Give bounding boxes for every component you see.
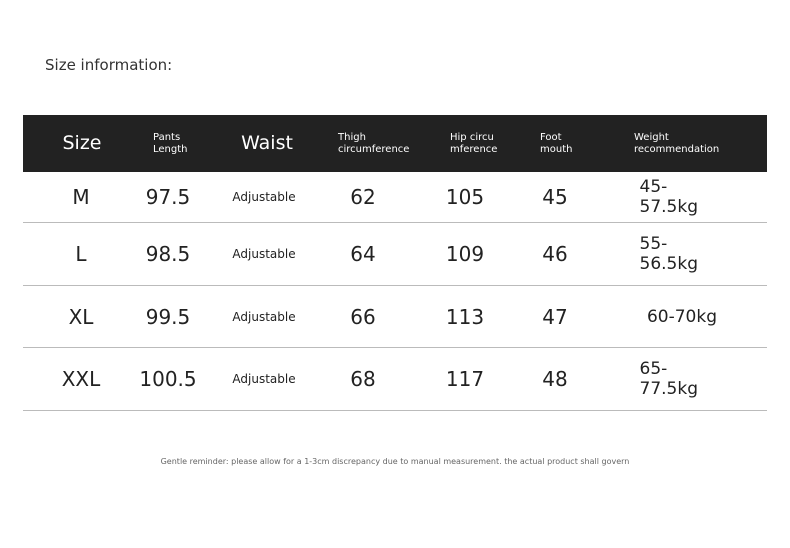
table-header: Size Pants Length Waist Thigh circumference Hi… [23, 115, 767, 172]
table-cell: Adjustable [232, 247, 296, 261]
table-cell: 66 [350, 304, 376, 329]
table-row: L 98.5 Adjustable 64 109 46 55-56.5kg [23, 223, 767, 286]
table-cell: Adjustable [232, 309, 296, 324]
table-row: M 97.5 Adjustable 62 105 45 45-57.5kg [23, 172, 767, 223]
header-cell: Thigh circumference [338, 132, 409, 156]
header-cell: Size [62, 132, 101, 154]
table-cell: 113 [445, 304, 485, 329]
header-line: Pants [153, 132, 181, 143]
table-cell: 48 [542, 367, 568, 391]
header-line: circumference [338, 144, 410, 155]
table-cell: L [75, 242, 87, 266]
table-cell: 105 [445, 185, 485, 209]
header-line: recommendation [634, 144, 720, 155]
header-line: Hip circu [450, 132, 494, 143]
table-cell: 47 [542, 304, 568, 329]
table-row: XXL 100.5 Adjustable 68 117 48 65-77.5kg [23, 348, 767, 411]
table-cell: 62 [350, 185, 376, 209]
table-cell: 68 [350, 367, 376, 391]
header-line: Foot [540, 132, 562, 143]
header-cell: Weight recommendation [634, 132, 719, 156]
table-cell: 99.5 [145, 304, 191, 329]
section-title: Size information: [45, 56, 173, 74]
table-cell: 65-77.5kg [639, 359, 699, 399]
table-cell: 46 [542, 242, 568, 266]
table-cell: 60-70kg [646, 306, 718, 327]
header-line: Thigh [338, 132, 366, 143]
header-line: mference [450, 144, 498, 155]
footnote: Gentle reminder: please allow for a 1-3c… [160, 457, 630, 466]
header-cell: Hip circu mference [450, 132, 497, 156]
table-cell: 55-56.5kg [639, 234, 699, 274]
table-cell: XL [68, 304, 94, 329]
header-cell: Foot mouth [540, 132, 572, 156]
table-cell: 100.5 [139, 367, 197, 391]
table-cell: Adjustable [232, 190, 296, 204]
header-cell: Pants Length [153, 132, 188, 156]
table-cell: Adjustable [232, 372, 296, 386]
table-cell: 117 [445, 367, 485, 391]
table-row: XL 99.5 Adjustable 66 113 47 60-70kg [23, 286, 767, 348]
table-cell: 98.5 [145, 242, 191, 266]
header-line: Length [153, 144, 188, 155]
table-cell: 97.5 [145, 185, 191, 209]
table-cell: XXL [61, 367, 101, 391]
header-line: Size [62, 132, 102, 154]
table-cell: M [72, 185, 90, 209]
header-cell: Waist [241, 132, 293, 154]
table-cell: 45 [542, 185, 568, 209]
table-cell: 64 [350, 242, 376, 266]
header-line: Waist [241, 132, 293, 154]
table-cell: 109 [445, 242, 485, 266]
header-line: Weight [634, 132, 669, 143]
table-cell: 45-57.5kg [639, 177, 699, 217]
header-line: mouth [540, 144, 573, 155]
